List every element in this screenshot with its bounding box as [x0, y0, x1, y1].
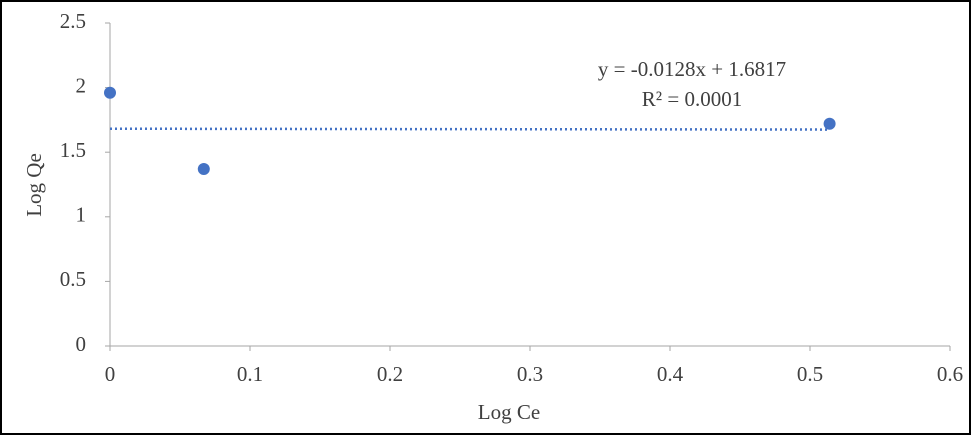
y-tick-label: 1 [76, 203, 87, 227]
y-tick-label: 1.5 [60, 138, 86, 162]
x-tick-label: 0 [105, 362, 116, 386]
x-tick-label: 0.6 [937, 362, 963, 386]
data-point [104, 86, 116, 99]
y-tick-label: 2.5 [60, 9, 86, 33]
y-axis-label: Log Qe [22, 153, 46, 217]
x-tick-label: 0.1 [237, 362, 263, 386]
x-axis-label: Log Ce [478, 400, 540, 424]
trendline-equation: y = -0.0128x + 1.6817 [598, 57, 786, 81]
y-tick-label: 0.5 [60, 267, 86, 291]
y-tick-label: 2 [76, 73, 87, 97]
data-point [197, 162, 210, 175]
trendline-r-squared: R² = 0.0001 [642, 87, 742, 111]
x-tick-label: 0.3 [517, 362, 543, 386]
x-tick-label: 0.4 [657, 362, 684, 386]
y-tick-label: 0 [76, 332, 87, 356]
x-tick-label: 0.2 [377, 362, 403, 386]
trendline [109, 127, 830, 131]
x-tick-label: 0.5 [797, 362, 823, 386]
data-point [823, 117, 836, 130]
